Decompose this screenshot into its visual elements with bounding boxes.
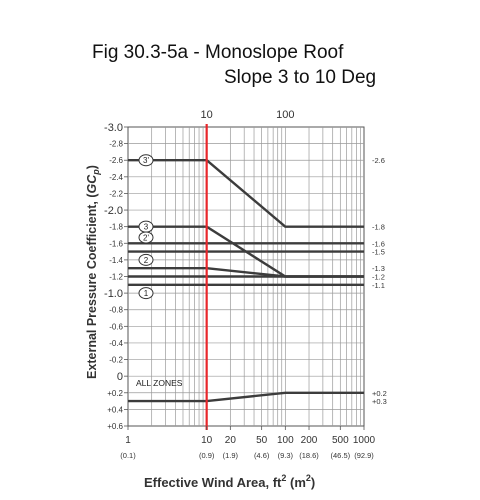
y-tick-label: -0.6 — [109, 322, 123, 331]
y-tick-label: -2.6 — [109, 156, 123, 165]
zone-marker-label: 3' — [143, 156, 149, 165]
right-value-label: -1.6 — [372, 239, 385, 248]
y-tick-label: -1.0 — [104, 288, 123, 300]
x-tick-label: 200 — [301, 435, 318, 446]
zone-marker — [138, 253, 154, 266]
zone-marker-label: 1 — [144, 289, 149, 298]
zone-marker-label: 2 — [144, 256, 149, 265]
x-tick-sublabel: (1.9) — [223, 451, 239, 460]
x-tick-label: 10 — [201, 435, 213, 446]
x-top-tick-label: 100 — [276, 109, 294, 121]
y-axis-label: External Pressure Coefficient, (GCp) — [85, 165, 101, 379]
y-tick-label: -0.4 — [109, 339, 123, 348]
y-tick-label: -2.2 — [109, 189, 123, 198]
y-tick-label: -2.4 — [109, 173, 123, 182]
zone-marker — [138, 231, 154, 244]
x-tick-label: 20 — [225, 435, 237, 446]
right-value-label: -1.1 — [372, 281, 385, 290]
x-tick-label: 100 — [277, 435, 294, 446]
x-tick-label: 1 — [125, 435, 131, 446]
right-value-label: -2.6 — [372, 156, 385, 165]
zone-marker-label: 3 — [144, 223, 149, 232]
y-tick-label: -3.0 — [104, 122, 123, 134]
zone-marker — [138, 287, 154, 300]
series-line — [128, 391, 364, 403]
right-value-label: -1.5 — [372, 248, 385, 257]
x-tick-label: 1000 — [353, 435, 376, 446]
right-value-label: -1.8 — [372, 223, 385, 232]
x-tick-sublabel: (46.5) — [331, 451, 351, 460]
y-tick-label: +0.2 — [107, 389, 123, 398]
x-tick-sublabel: (0.9) — [199, 451, 215, 460]
y-tick-label: -0.2 — [109, 356, 123, 365]
zone-marker — [138, 154, 154, 167]
x-tick-sublabel: (9.3) — [278, 451, 294, 460]
y-tick-label: -1.8 — [109, 223, 123, 232]
y-tick-label: -2.0 — [104, 205, 123, 217]
y-tick-label: -2.8 — [109, 140, 123, 149]
y-tick-label: +0.4 — [107, 405, 123, 414]
all-zones-label: ALL ZONES — [136, 378, 183, 388]
right-value-label: +0.3 — [372, 397, 387, 406]
series-line — [128, 158, 364, 228]
x-tick-label: 500 — [332, 435, 349, 446]
chart-title: Fig 30.3-5a - Monoslope Roof — [92, 42, 344, 63]
right-value-label: +0.2 — [372, 389, 387, 398]
x-top-tick-label: 10 — [201, 109, 213, 121]
chart-subtitle: Slope 3 to 10 Deg — [224, 67, 377, 88]
right-value-label: -1.3 — [372, 264, 385, 273]
x-tick-sublabel: (18.6) — [299, 451, 319, 460]
x-tick-sublabel: (92.9) — [354, 451, 374, 460]
y-tick-label: -1.2 — [109, 273, 123, 282]
y-tick-label: -0.8 — [109, 306, 123, 315]
x-tick-label: 50 — [256, 435, 268, 446]
zone-marker-label: 2' — [143, 233, 149, 242]
right-value-label: -1.2 — [372, 273, 385, 282]
x-axis-label: Effective Wind Area, ft2 (m2) — [144, 473, 315, 490]
y-tick-label: 0 — [117, 371, 123, 383]
y-tick-label: +0.6 — [107, 422, 123, 431]
x-tick-sublabel: (4.6) — [254, 451, 270, 460]
y-tick-label: -1.6 — [109, 239, 123, 248]
x-tick-sublabel: (0.1) — [120, 451, 136, 460]
y-tick-label: -1.4 — [109, 256, 123, 265]
